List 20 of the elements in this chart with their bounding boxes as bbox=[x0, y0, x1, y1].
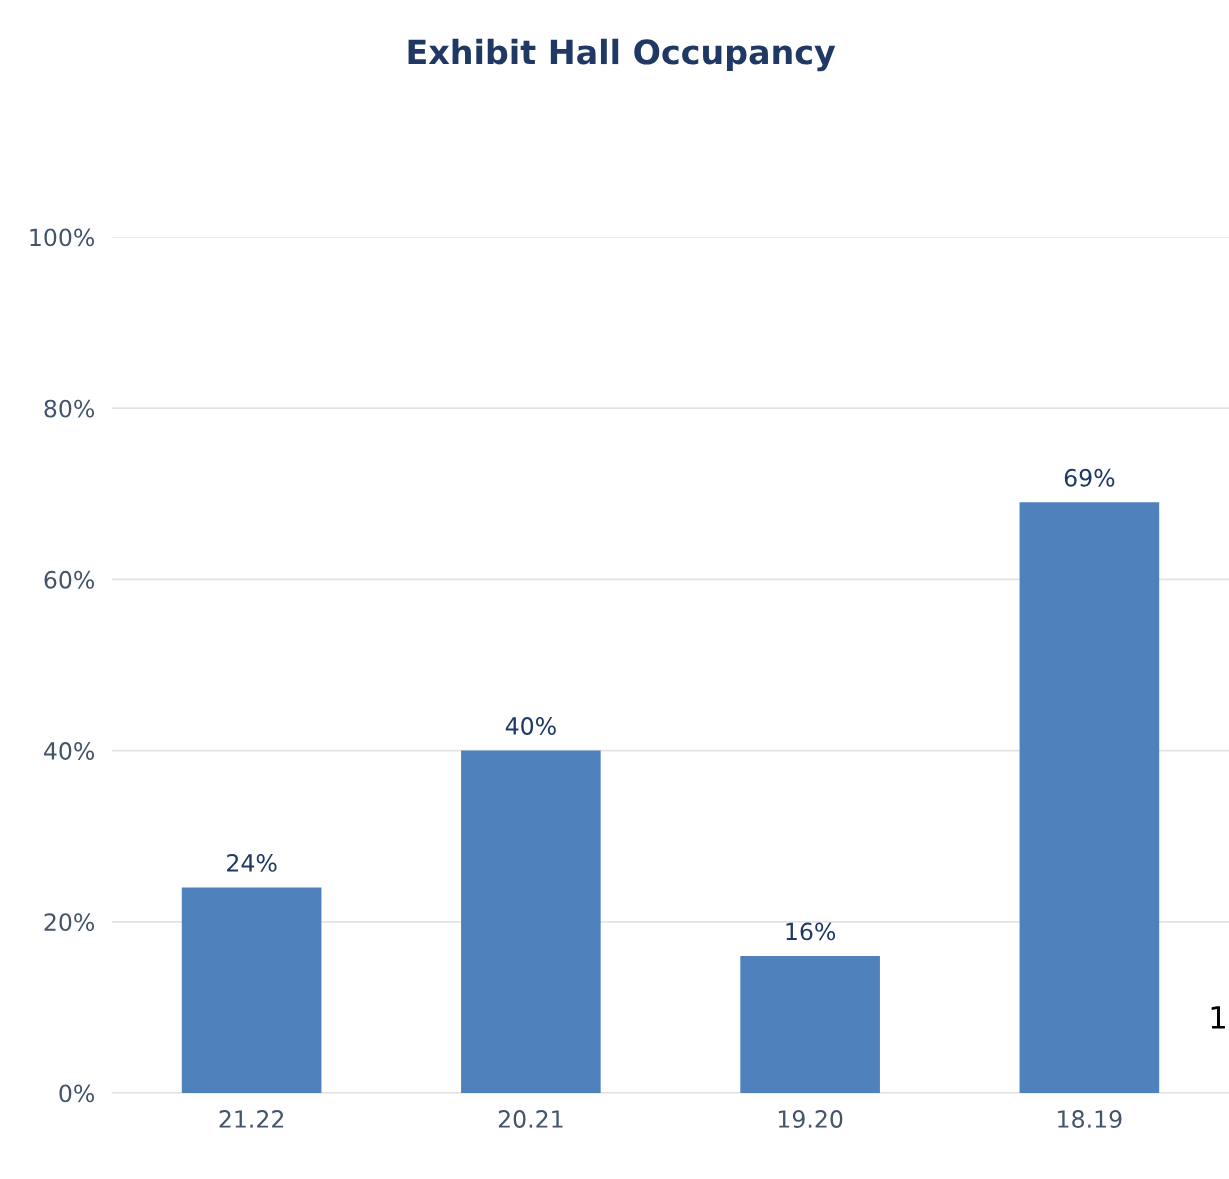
y-tick-label: 40% bbox=[44, 742, 95, 760]
bar bbox=[461, 750, 601, 1093]
x-tick-label: 18.19 bbox=[1058, 1110, 1122, 1128]
y-tick-label: 0% bbox=[59, 1084, 95, 1103]
data-label: 24% bbox=[227, 854, 277, 872]
data-label: 40% bbox=[505, 717, 556, 735]
chart-title: Exhibit Hall Occupancy bbox=[408, 38, 836, 72]
y-tick-label: 80% bbox=[44, 399, 95, 418]
data-label: 69% bbox=[1064, 468, 1115, 487]
y-tick-label: 100% bbox=[30, 228, 95, 247]
bar bbox=[740, 956, 880, 1093]
x-tick-label: 21.22 bbox=[219, 1110, 284, 1128]
bar bbox=[181, 887, 322, 1093]
x-tick-label: 20.21 bbox=[498, 1110, 563, 1128]
x-tick-label: 19.20 bbox=[778, 1110, 843, 1128]
y-tick-label: 20% bbox=[44, 913, 95, 932]
data-label: 16% bbox=[786, 922, 836, 941]
y-tick-label: 60% bbox=[44, 570, 95, 589]
annotation: 1 bbox=[1211, 1006, 1225, 1029]
bar bbox=[1019, 502, 1160, 1093]
